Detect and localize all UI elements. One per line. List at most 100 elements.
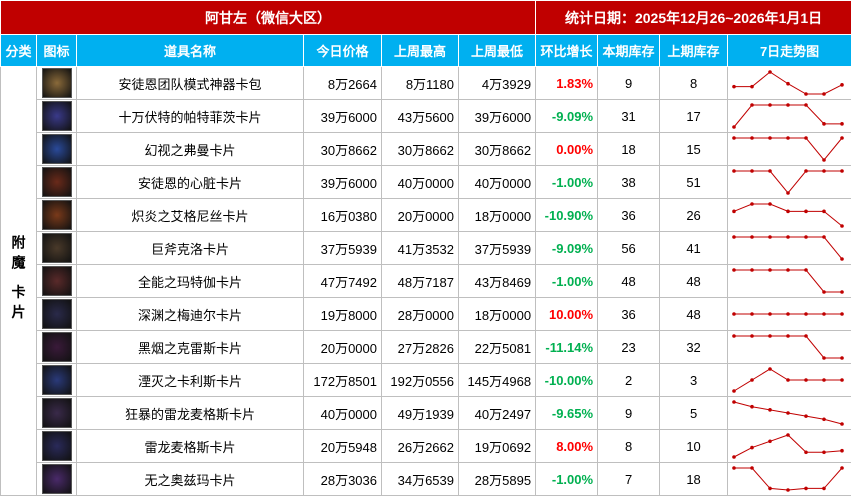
trend-point xyxy=(822,450,826,455)
item-name: 深渊之梅迪尔卡片 xyxy=(76,297,304,331)
trend-point xyxy=(750,169,754,173)
growth: 8.00% xyxy=(535,429,599,463)
trend-point xyxy=(768,439,772,444)
trend-point xyxy=(786,312,790,316)
item-name: 雷龙麦格斯卡片 xyxy=(76,429,304,463)
current-stock: 7 xyxy=(597,462,661,496)
trend-line xyxy=(733,104,843,128)
icon-cell xyxy=(36,462,77,496)
trend-cell xyxy=(727,198,851,232)
today-price: 20万0000 xyxy=(303,330,382,364)
previous-stock: 41 xyxy=(659,231,729,265)
column-header: 上周最低 xyxy=(457,34,537,67)
current-stock: 31 xyxy=(597,99,661,133)
previous-stock: 8 xyxy=(659,66,729,100)
last-week-high: 34万6539 xyxy=(381,462,459,496)
trend-point xyxy=(768,312,772,316)
last-week-low: 37万5939 xyxy=(457,231,537,265)
last-week-low: 145万4968 xyxy=(457,363,537,397)
trend-line xyxy=(734,170,843,194)
trend-point xyxy=(750,103,754,107)
trend-point xyxy=(840,83,844,87)
last-week-high: 28万0000 xyxy=(381,297,459,331)
trend-point xyxy=(768,169,772,173)
previous-stock: 15 xyxy=(659,132,729,166)
trend-point xyxy=(732,389,736,393)
last-week-high: 41万3532 xyxy=(381,231,459,265)
trend-line xyxy=(733,203,843,227)
item-name: 安徒恩的心脏卡片 xyxy=(76,165,304,199)
category-cell: 附魔 卡片 xyxy=(0,66,37,496)
icon-cell xyxy=(36,429,77,463)
last-week-high: 20万0000 xyxy=(381,198,459,232)
last-week-low: 30万8662 xyxy=(457,132,537,166)
trend-point xyxy=(732,334,736,338)
trend-point xyxy=(768,103,772,107)
previous-stock: 48 xyxy=(659,297,729,331)
sparkline xyxy=(732,169,844,195)
trend-point xyxy=(786,268,790,272)
trend-point xyxy=(822,235,826,239)
trend-cell xyxy=(727,363,851,397)
today-price: 30万8662 xyxy=(303,132,382,166)
trend-point xyxy=(768,268,772,272)
item-row: 十万伏特的帕特菲茨卡片 39万6000 43万5600 39万6000 -9.09% 31… xyxy=(1,99,851,133)
trend-point xyxy=(822,122,826,126)
trend-cell xyxy=(727,429,851,463)
last-week-low: 18万0000 xyxy=(457,297,537,331)
growth: -9.09% xyxy=(535,99,599,133)
item-name: 全能之玛特伽卡片 xyxy=(76,264,304,298)
current-stock: 9 xyxy=(597,396,661,430)
item-name: 黑烟之克雷斯卡片 xyxy=(76,330,304,364)
last-week-high: 49万1939 xyxy=(381,396,459,430)
trend-point xyxy=(804,378,808,382)
trend-point xyxy=(822,169,826,173)
previous-stock: 32 xyxy=(659,330,729,364)
last-week-low: 22万5081 xyxy=(457,330,537,364)
trend-point xyxy=(750,312,754,316)
trend-line xyxy=(734,269,843,293)
icon-cell xyxy=(36,231,77,265)
current-stock: 56 xyxy=(597,231,661,265)
last-week-high: 192万0556 xyxy=(381,363,459,397)
icon-cell xyxy=(36,66,77,100)
last-week-low: 39万6000 xyxy=(457,99,537,133)
item-name: 狂暴的雷龙麦格斯卡片 xyxy=(76,396,304,430)
trend-point xyxy=(732,169,736,173)
header-row: 分类 图标 道具名称 今日价格 上周最高 上周最低 环比增长 本期库存 上期库存 7日走势图 xyxy=(0,34,851,67)
trend-point xyxy=(786,488,790,492)
trend-line xyxy=(734,467,843,491)
icon-cell xyxy=(36,363,77,397)
trend-point xyxy=(732,125,736,129)
last-week-high: 8万1180 xyxy=(381,66,459,100)
trend-point xyxy=(768,367,772,371)
trend-point xyxy=(786,433,790,437)
trend-point xyxy=(750,466,754,470)
trend-point xyxy=(840,136,844,140)
last-week-high: 48万7187 xyxy=(381,264,459,298)
icon-cell xyxy=(36,396,77,430)
today-price: 19万8000 xyxy=(303,297,382,331)
growth: -9.09% xyxy=(535,231,599,265)
trend-cell xyxy=(727,330,851,364)
category: 附魔 卡片 xyxy=(10,234,27,325)
last-week-high: 27万2826 xyxy=(381,330,459,364)
trend-point xyxy=(732,84,736,89)
trend-point xyxy=(786,191,790,195)
item-row: 湮灭之卡利斯卡片 172万8501 192万0556 145万4968 -10.00% 2… xyxy=(1,363,851,397)
table-body: 附魔 卡片 安徒恩团队模式神器卡包 8万2664 8万1180 4万3929 1.83% 9… xyxy=(0,66,851,496)
trend-point xyxy=(822,209,826,214)
item-row: 雷龙麦格斯卡片 20万5948 26万2662 19万0692 8.00% 8 10 xyxy=(1,429,851,463)
trend-point xyxy=(768,136,772,140)
current-stock: 9 xyxy=(597,66,661,100)
item-name: 炽炎之艾格尼丝卡片 xyxy=(76,198,304,232)
trend-point xyxy=(804,450,808,455)
growth: -11.14% xyxy=(535,330,599,364)
today-price: 28万3036 xyxy=(303,462,382,496)
trend-point xyxy=(786,81,790,86)
trend-point xyxy=(840,356,844,360)
trend-line xyxy=(734,236,843,260)
trend-point xyxy=(768,202,772,206)
trend-point xyxy=(840,224,844,228)
trend-point xyxy=(786,334,790,338)
